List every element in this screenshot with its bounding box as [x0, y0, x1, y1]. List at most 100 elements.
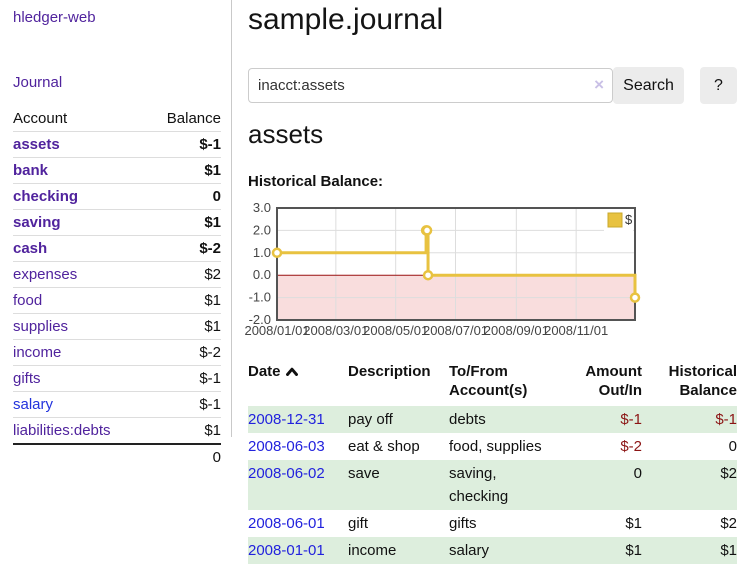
account-balance: $1	[146, 313, 221, 340]
brand-link[interactable]: hledger-web	[13, 9, 96, 26]
description-cell: gift	[348, 515, 369, 532]
account-balance: $-2	[146, 235, 221, 262]
account-row: saving $1	[13, 209, 221, 236]
account-link-liabilities-debts[interactable]: liabilities:debts	[13, 422, 111, 439]
date-link[interactable]: 2008-06-01	[248, 515, 325, 532]
account-link-checking[interactable]: checking	[13, 188, 79, 205]
svg-text:-2.0: -2.0	[249, 312, 271, 327]
transaction-row: 2008-06-01 gift gifts $1 $2	[248, 510, 737, 537]
description-cell: eat & shop	[348, 438, 420, 455]
account-heading: assets	[248, 119, 324, 149]
transaction-row: 2008-06-02 save saving, checking 0 $2	[248, 460, 737, 510]
transaction-row: 2008-12-31 pay off debts $-1 $-1	[248, 406, 737, 433]
column-label-line2: Account(s)	[449, 382, 528, 399]
sidebar-item-journal[interactable]: Journal	[13, 74, 63, 91]
svg-text:2008/01/01: 2008/01/01	[245, 323, 310, 338]
account-link-bank[interactable]: bank	[13, 162, 49, 179]
account-link-gifts[interactable]: gifts	[13, 370, 41, 387]
svg-text:3.0: 3.0	[253, 200, 271, 215]
register-col-amount: Amount Out/In	[562, 362, 642, 406]
accounts-cell: food, supplies	[449, 438, 542, 455]
clear-search-icon[interactable]: ×	[594, 75, 604, 94]
chart-label: Historical Balance:	[248, 173, 384, 190]
accounts-header-row: Account Balance	[13, 106, 221, 132]
date-cell: 2008-01-01	[248, 537, 348, 564]
column-label-line2: Balance	[679, 382, 737, 399]
account-row: income $-2	[13, 339, 221, 366]
svg-text:-1.0: -1.0	[249, 290, 271, 305]
balance-cell: $2	[720, 465, 737, 482]
date-cell: 2008-06-02	[248, 460, 348, 510]
register-col-historical: Historical Balance	[642, 362, 737, 406]
sidebar: hledger-web Journal Account Balance asse…	[0, 0, 232, 470]
date-link[interactable]: 2008-06-02	[248, 465, 325, 482]
account-link-cash[interactable]: cash	[13, 240, 48, 257]
account-row: salary $-1	[13, 391, 221, 418]
svg-text:2.0: 2.0	[253, 222, 271, 237]
description-cell: pay off	[348, 411, 393, 428]
account-link-supplies[interactable]: supplies	[13, 318, 69, 335]
column-label: To/From	[449, 363, 508, 380]
account-link-income[interactable]: income	[13, 344, 62, 361]
svg-text:1.0: 1.0	[253, 245, 271, 260]
page-title: sample.journal	[248, 3, 444, 36]
date-link[interactable]: 2008-12-31	[248, 411, 325, 428]
account-row: liabilities:debts $1	[13, 417, 221, 444]
accounts-header-account: Account	[13, 106, 147, 132]
register-table: Date Description To/From Account(s) Amount Ou…	[248, 362, 737, 564]
date-cell: 2008-12-31	[248, 406, 348, 433]
account-balance: $-1	[146, 365, 221, 392]
column-label: Amount	[585, 363, 642, 380]
account-link-food[interactable]: food	[13, 292, 43, 309]
chart-svg: 2008/01/012008/03/012008/05/012008/07/01…	[244, 200, 641, 338]
balance-cell: $2	[720, 515, 737, 532]
account-balance: $1	[146, 417, 221, 444]
amount-cell: $1	[625, 515, 642, 532]
accounts-total-value: 0	[146, 443, 221, 470]
register-col-description: Description	[348, 362, 449, 406]
svg-text:2008/11/01: 2008/11/01	[544, 323, 608, 338]
transaction-row: 2008-06-03 eat & shop food, supplies $-2 0	[248, 433, 737, 460]
balance-cell: $-1	[715, 411, 737, 428]
date-cell: 2008-06-03	[248, 433, 348, 460]
account-balance: $-2	[146, 339, 221, 366]
accounts-table: Account Balance assets $-1 bank $1 checking 0…	[13, 106, 221, 470]
account-row: supplies $1	[13, 313, 221, 340]
main-content: sample.journal × Search ? assets Histori…	[244, 0, 742, 582]
column-label-line2: Out/In	[598, 382, 642, 399]
help-button[interactable]: ?	[700, 67, 737, 104]
svg-text:2008/05/01: 2008/05/01	[363, 323, 428, 338]
account-link-expenses[interactable]: expenses	[13, 266, 78, 283]
transaction-row: 2008-01-01 income salary $1 $1	[248, 537, 737, 564]
account-balance: $1	[146, 157, 221, 184]
account-balance: $1	[146, 287, 221, 314]
account-row: gifts $-1	[13, 365, 221, 392]
date-link[interactable]: 2008-06-03	[248, 438, 325, 455]
amount-cell: $-2	[620, 438, 642, 455]
register-col-date[interactable]: Date	[248, 362, 348, 406]
svg-text:2008/03/01: 2008/03/01	[303, 323, 368, 338]
accounts-header-balance: Balance	[146, 106, 221, 132]
search-input-wrap: ×	[248, 68, 613, 103]
column-label: Date	[248, 363, 281, 380]
description-cell: save	[348, 465, 380, 482]
search-button[interactable]: Search	[613, 67, 684, 104]
search-input[interactable]	[248, 68, 613, 103]
column-label: Historical	[668, 363, 737, 380]
account-link-assets[interactable]: assets	[13, 136, 60, 153]
date-link[interactable]: 2008-01-01	[248, 542, 325, 559]
svg-text:0.0: 0.0	[253, 267, 271, 282]
amount-cell: $1	[625, 542, 642, 559]
account-link-saving[interactable]: saving	[13, 214, 61, 231]
account-row: food $1	[13, 287, 221, 314]
historical-balance-chart: 2008/01/01 2008/03/01 2008/05/01 2008/07/01…	[244, 200, 742, 347]
svg-text:2008/09/01: 2008/09/01	[484, 323, 549, 338]
amount-cell: $-1	[620, 411, 642, 428]
account-balance: $2	[146, 261, 221, 288]
account-link-salary[interactable]: salary	[13, 396, 54, 413]
account-balance: 0	[146, 183, 221, 210]
account-row: assets $-1	[13, 131, 221, 158]
accounts-total-row: 0	[13, 443, 221, 470]
amount-cell: 0	[633, 465, 642, 482]
